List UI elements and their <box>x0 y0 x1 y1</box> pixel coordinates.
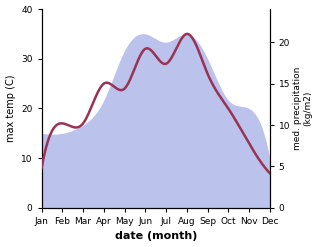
Y-axis label: med. precipitation
(kg/m2): med. precipitation (kg/m2) <box>293 67 313 150</box>
X-axis label: date (month): date (month) <box>114 231 197 242</box>
Y-axis label: max temp (C): max temp (C) <box>5 75 16 142</box>
